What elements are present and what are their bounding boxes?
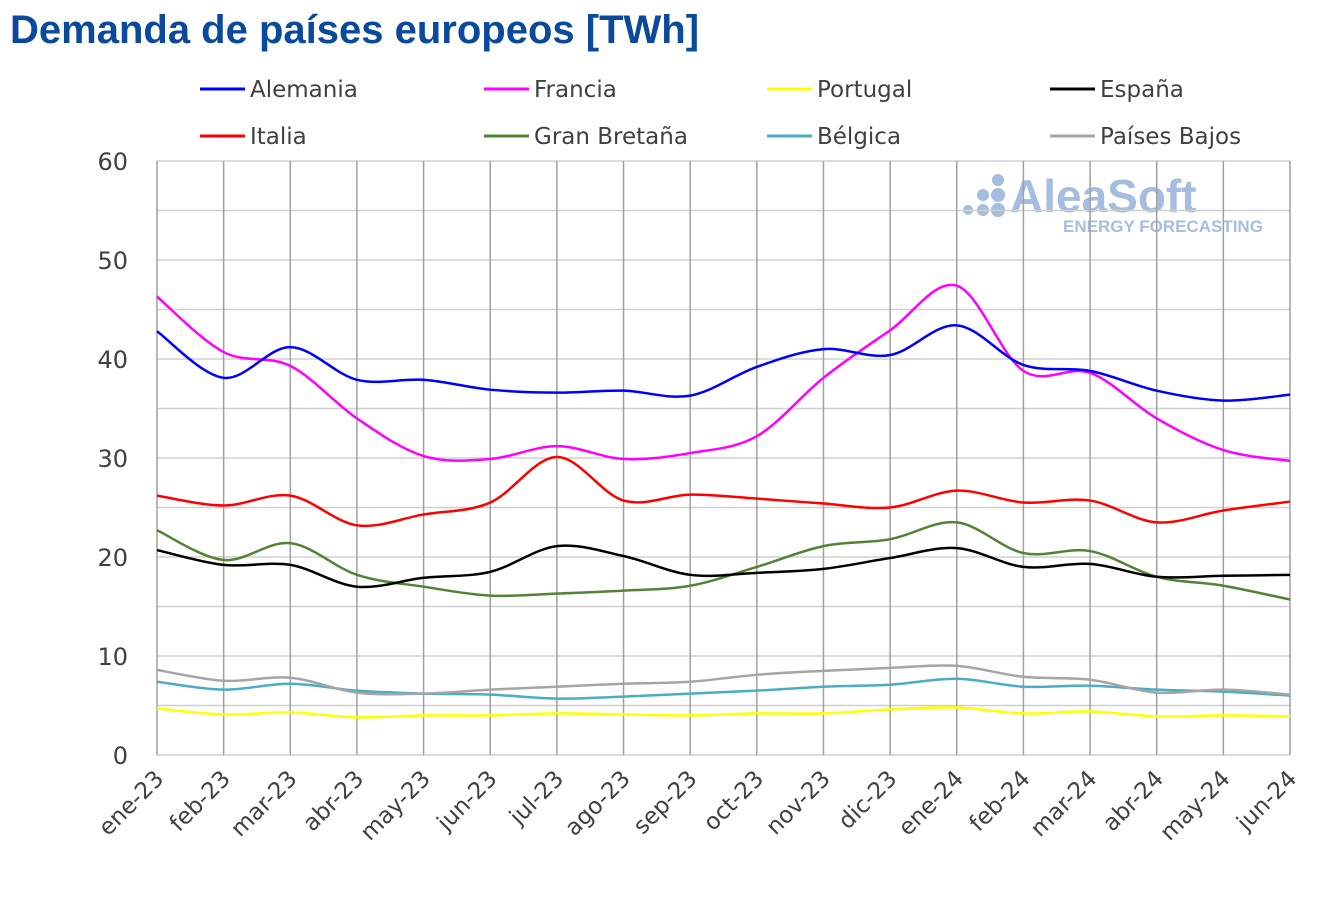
legend-label: Italia xyxy=(250,124,307,150)
legend-label: Gran Bretaña xyxy=(534,124,688,150)
series-line-gran-bretaña xyxy=(156,520,1291,601)
x-tick-label: oct-23 xyxy=(699,766,769,836)
series-line-francia xyxy=(156,283,1291,463)
series-line-españa xyxy=(156,544,1291,589)
series-line-italia xyxy=(156,455,1291,528)
x-tick-label: mar-24 xyxy=(1026,766,1102,842)
aleasoft-logo xyxy=(963,174,1005,217)
x-tick-label: jun-24 xyxy=(1231,766,1302,837)
x-tick-label: feb-24 xyxy=(965,766,1036,837)
y-tick-label: 40 xyxy=(97,346,128,374)
y-tick-label: 50 xyxy=(97,247,128,275)
x-tick-label: nov-23 xyxy=(761,766,835,840)
x-tick-label: may-23 xyxy=(356,766,436,846)
x-tick-label: jul-23 xyxy=(504,766,569,831)
x-tick-label: feb-23 xyxy=(165,766,236,837)
legend-label: Bélgica xyxy=(817,124,901,150)
series-line-países-bajos xyxy=(156,664,1291,696)
legend-label: Francia xyxy=(534,77,617,103)
y-tick-label: 60 xyxy=(97,148,128,176)
x-tick-label: ago-23 xyxy=(560,766,635,841)
legend-label: Portugal xyxy=(817,77,912,103)
series-line-alemania xyxy=(156,324,1291,402)
logo-tagline: ENERGY FORECASTING xyxy=(1063,217,1263,236)
x-tick-label: may-24 xyxy=(1155,766,1235,846)
chart-title: Demanda de países europeos [TWh] xyxy=(10,8,700,52)
legend-label: España xyxy=(1100,77,1184,103)
x-tick-label: mar-23 xyxy=(226,766,302,842)
logo-dot xyxy=(991,188,1005,202)
logo-text: AleaSoft xyxy=(1010,170,1197,222)
legend-label: Alemania xyxy=(250,77,358,103)
x-tick-label: jun-23 xyxy=(432,766,503,837)
logo-dot xyxy=(977,189,989,201)
y-tick-label: 10 xyxy=(97,643,128,671)
x-tick-label: ene-24 xyxy=(894,766,969,841)
x-tick-label: ene-23 xyxy=(94,766,169,841)
series-line-portugal xyxy=(156,706,1291,719)
y-tick-label: 20 xyxy=(97,544,128,572)
y-tick-label: 0 xyxy=(113,742,128,770)
x-tick-label: dic-23 xyxy=(834,766,903,835)
logo-dot xyxy=(992,174,1004,186)
x-tick-label: sep-23 xyxy=(629,766,703,840)
y-tick-label: 30 xyxy=(97,445,128,473)
series-line-bélgica xyxy=(156,677,1291,700)
legend-label: Países Bajos xyxy=(1100,124,1241,150)
